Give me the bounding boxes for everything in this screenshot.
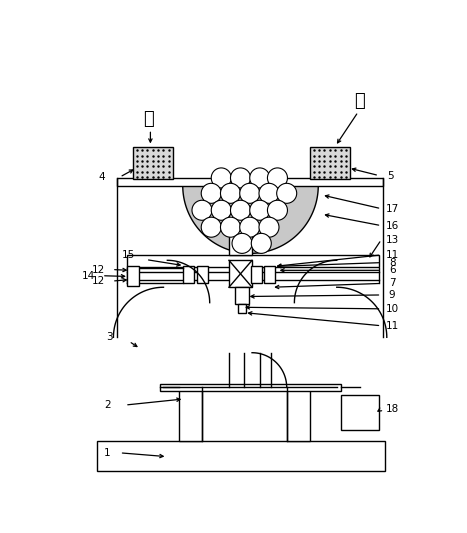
Bar <box>229 214 252 255</box>
Text: 9: 9 <box>389 290 396 300</box>
Bar <box>229 260 252 287</box>
Bar <box>127 255 379 267</box>
Circle shape <box>259 217 279 237</box>
Text: 17: 17 <box>386 204 399 214</box>
Circle shape <box>201 217 221 237</box>
Circle shape <box>201 183 221 203</box>
Bar <box>310 147 350 180</box>
Circle shape <box>240 217 260 237</box>
Circle shape <box>259 183 279 203</box>
Circle shape <box>250 200 270 220</box>
Bar <box>340 395 379 430</box>
Text: 18: 18 <box>386 404 399 414</box>
Text: 7: 7 <box>389 278 396 288</box>
Circle shape <box>250 168 270 188</box>
Text: 6: 6 <box>389 265 396 276</box>
Text: 3: 3 <box>106 332 113 342</box>
Circle shape <box>211 168 231 188</box>
Text: 15: 15 <box>122 250 135 260</box>
Bar <box>183 265 194 282</box>
Bar <box>179 387 202 441</box>
Bar <box>97 441 385 471</box>
Circle shape <box>268 168 288 188</box>
Text: 5: 5 <box>387 171 394 181</box>
Text: 16: 16 <box>386 221 399 231</box>
Bar <box>263 265 275 282</box>
Circle shape <box>220 183 241 203</box>
Circle shape <box>268 200 288 220</box>
Text: 10: 10 <box>386 304 399 314</box>
Bar <box>287 387 310 441</box>
Circle shape <box>231 200 250 220</box>
Polygon shape <box>183 185 318 253</box>
Circle shape <box>276 183 297 203</box>
Bar <box>235 287 249 304</box>
Text: 12: 12 <box>92 264 105 274</box>
Circle shape <box>240 183 260 203</box>
Text: 药: 药 <box>354 92 365 110</box>
Bar <box>238 304 246 313</box>
Text: 2: 2 <box>104 400 111 410</box>
Text: 14: 14 <box>82 271 95 281</box>
Bar <box>117 178 383 185</box>
Circle shape <box>220 217 241 237</box>
Text: 13: 13 <box>386 235 399 245</box>
Text: 4: 4 <box>99 172 105 182</box>
Text: 1: 1 <box>104 448 111 458</box>
Text: 8: 8 <box>389 257 396 268</box>
Circle shape <box>232 233 252 253</box>
Bar <box>250 265 262 282</box>
Bar <box>133 147 173 180</box>
Bar <box>160 384 340 391</box>
Text: 11: 11 <box>386 250 399 260</box>
Text: 11: 11 <box>386 321 399 331</box>
Circle shape <box>251 233 271 253</box>
Circle shape <box>231 168 250 188</box>
Bar <box>197 265 208 282</box>
Text: 肥: 肥 <box>143 110 154 128</box>
Circle shape <box>192 200 212 220</box>
Text: 12: 12 <box>92 276 105 286</box>
Circle shape <box>211 200 231 220</box>
Bar <box>127 266 139 286</box>
